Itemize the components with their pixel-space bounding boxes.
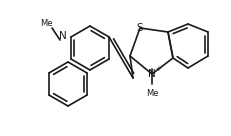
Text: N: N (59, 31, 67, 41)
Text: +: + (154, 66, 160, 72)
Text: S: S (136, 23, 143, 33)
Text: Me: Me (40, 18, 52, 27)
Text: Me: Me (145, 89, 158, 98)
Text: N: N (147, 69, 155, 79)
